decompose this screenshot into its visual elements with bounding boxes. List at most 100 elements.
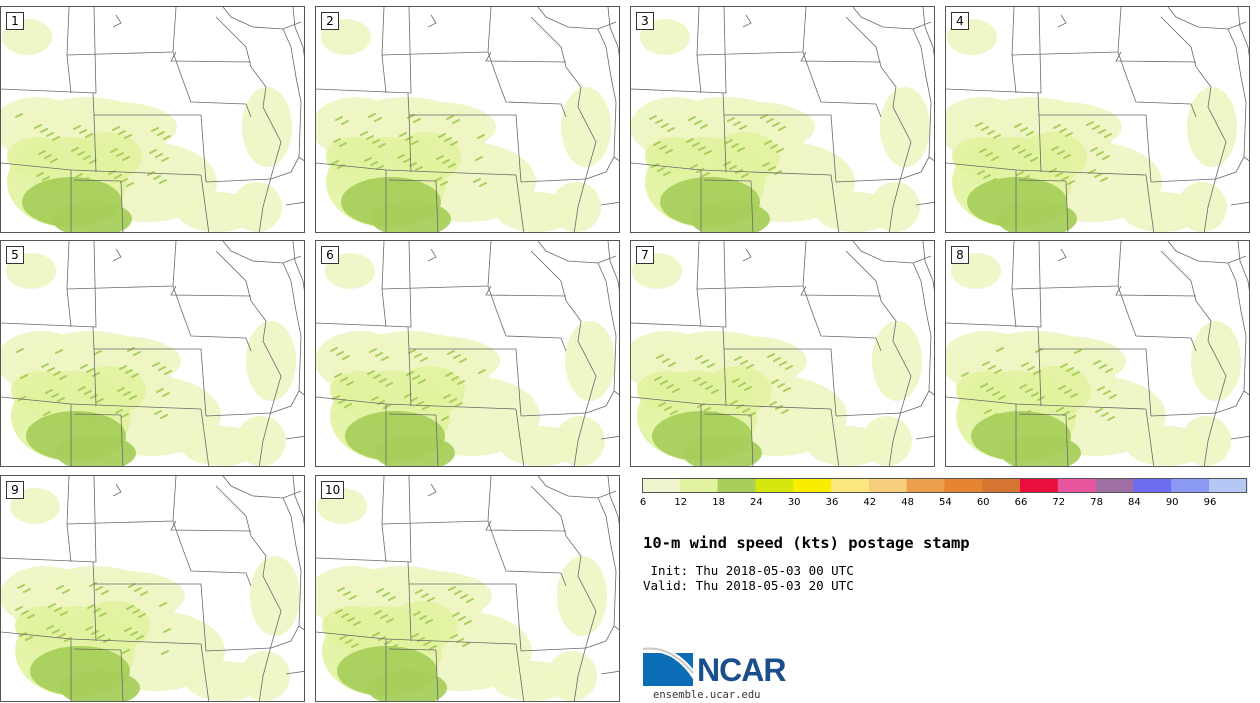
- state-border: [1011, 241, 1122, 290]
- state-border: [607, 476, 619, 526]
- wind-streak: [732, 378, 740, 383]
- wind-streak: [723, 161, 731, 166]
- wind-streak: [657, 167, 665, 172]
- wind-streak: [451, 376, 459, 381]
- state-border: [298, 390, 304, 396]
- wind-streak: [83, 155, 91, 160]
- strong-wind-area: [1001, 435, 1081, 466]
- wind-streak: [60, 611, 68, 616]
- wind-streak: [1109, 394, 1117, 399]
- wind-streak: [342, 355, 350, 360]
- state-border: [1117, 285, 1192, 339]
- wind-streak: [330, 347, 338, 352]
- colorbar-tick-label: 24: [750, 497, 763, 508]
- wind-streak: [975, 122, 983, 127]
- wind-streak: [460, 594, 468, 599]
- moderate-wind-area: [952, 137, 1012, 177]
- moderate-wind-area: [76, 366, 146, 416]
- wind-streak: [994, 369, 1002, 374]
- state-border: [560, 103, 567, 118]
- wind-streak: [101, 590, 109, 595]
- wind-streak: [1020, 127, 1028, 132]
- strong-wind-area: [371, 201, 451, 232]
- light-wind-area: [551, 182, 601, 232]
- state-border: [292, 476, 304, 526]
- colorbar-tick-label: 12: [674, 497, 688, 508]
- state-border: [1150, 178, 1217, 183]
- member-number-label: 3: [636, 12, 654, 30]
- wind-streak: [411, 633, 419, 638]
- wind-streak: [36, 172, 44, 177]
- wind-streak: [992, 391, 1000, 396]
- wind-streak: [95, 586, 103, 591]
- state-border: [900, 262, 932, 414]
- state-border: [205, 178, 272, 183]
- light-wind-area: [565, 321, 615, 401]
- state-border: [120, 180, 124, 232]
- state-border: [530, 250, 597, 466]
- state-border: [408, 348, 412, 407]
- state-border: [946, 241, 1042, 328]
- wind-streak: [1090, 147, 1098, 152]
- wind-streak: [665, 149, 673, 154]
- wind-streak: [989, 178, 997, 183]
- state-border: [800, 51, 882, 63]
- wind-streak: [418, 379, 426, 384]
- wind-streak: [339, 142, 347, 147]
- wind-streak: [344, 403, 352, 408]
- strong-wind-area: [367, 670, 447, 701]
- wind-streak: [696, 168, 704, 173]
- wind-streak: [97, 634, 105, 639]
- state-border: [845, 16, 912, 232]
- state-border: [245, 103, 252, 118]
- wind-speed-map: [1, 7, 304, 232]
- light-wind-area: [240, 651, 290, 701]
- wind-streak: [666, 384, 674, 389]
- wind-streak: [128, 583, 136, 588]
- state-border: [1190, 103, 1197, 118]
- state-border: [607, 241, 619, 291]
- wind-streak: [658, 402, 666, 407]
- wind-streak: [160, 414, 168, 419]
- moderate-wind-area: [72, 132, 142, 182]
- wind-streak: [746, 364, 754, 369]
- wind-streak: [1096, 151, 1104, 156]
- state-border: [298, 156, 304, 162]
- state-border: [200, 643, 210, 701]
- wind-streak: [334, 373, 342, 378]
- wind-streak: [670, 410, 678, 415]
- state-border: [270, 497, 302, 649]
- wind-streak: [368, 113, 376, 118]
- colorbar-tick-label: 18: [712, 497, 725, 508]
- wind-streak: [366, 135, 374, 140]
- wind-streak: [346, 381, 354, 386]
- colorbar-swatch: [1020, 478, 1059, 493]
- wind-streak: [349, 595, 357, 600]
- member-map-panel: 10: [315, 475, 620, 702]
- wind-streak: [130, 631, 138, 636]
- wind-streak: [1099, 364, 1107, 369]
- member-map-panel: 4: [945, 6, 1250, 233]
- colorbar-swatch: [831, 478, 870, 493]
- state-border: [1, 241, 97, 328]
- wind-streak: [701, 359, 709, 364]
- wind-streak: [1058, 385, 1066, 390]
- wind-streak: [124, 627, 132, 632]
- colorbar: [642, 478, 1248, 493]
- light-wind-area: [561, 87, 611, 167]
- state-border: [388, 413, 437, 416]
- moderate-wind-area: [391, 132, 461, 182]
- wind-streak: [1101, 412, 1109, 417]
- wind-streak: [1029, 414, 1037, 419]
- wind-streak: [1107, 416, 1115, 421]
- wind-streak: [374, 117, 382, 122]
- member-map-panel: 1: [0, 6, 305, 233]
- wind-streak: [149, 149, 157, 154]
- wind-streak: [54, 607, 62, 612]
- wind-streak: [768, 166, 776, 171]
- wind-streak: [383, 404, 391, 409]
- wind-streak: [704, 150, 712, 155]
- wind-streak: [649, 115, 657, 120]
- wind-streak: [89, 159, 97, 164]
- state-border: [537, 7, 617, 30]
